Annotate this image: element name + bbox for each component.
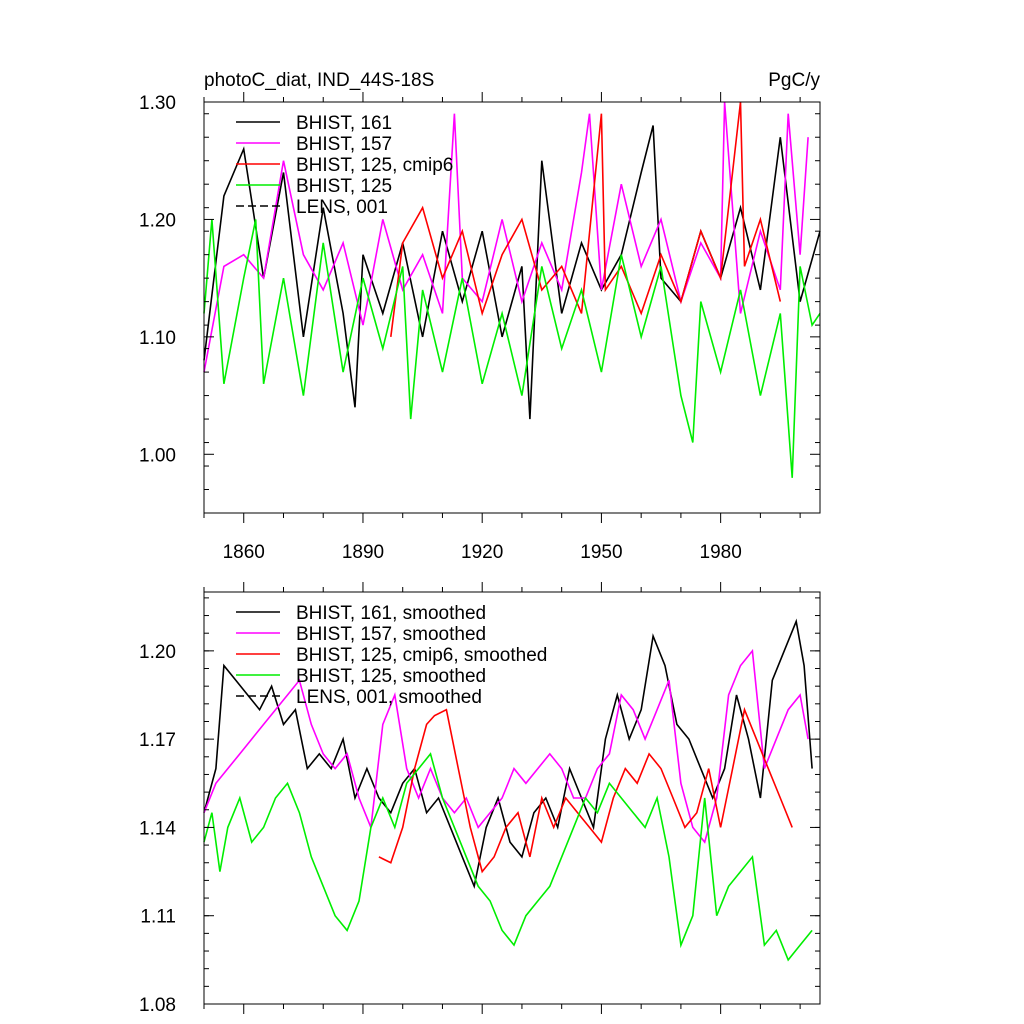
plot-frame-1	[203, 101, 821, 514]
legend-label: BHIST, 125	[296, 176, 392, 197]
series-line-1-2	[203, 101, 809, 373]
y-tick-label: 1.00	[139, 445, 176, 466]
x-tick-label: 1860	[223, 542, 265, 563]
legend-label: BHIST, 161	[296, 113, 392, 134]
bottom-panel: 1.08 1.11 1.14 1.17 1.20 BHIST, 161, smoothed…	[139, 582, 821, 1016]
y-tick-label: 1.30	[139, 93, 176, 114]
series-line-2-3	[378, 706, 793, 874]
y-tick-label: 1.20	[139, 210, 176, 231]
plot-frame-2	[203, 591, 821, 1005]
top-panel: photoC_diat, IND_44S-18S PgC/y 1.00 1.10 1…	[139, 70, 821, 563]
chart-title: photoC_diat, IND_44S-18S	[204, 70, 434, 91]
legend-label: BHIST, 125, cmip6	[296, 155, 453, 176]
y-tick-label: 1.14	[139, 818, 176, 839]
legend-label: BHIST, 157, smoothed	[296, 624, 486, 645]
series-line-2-2	[203, 648, 809, 844]
legend-label: BHIST, 125, smoothed	[296, 666, 486, 687]
y-tick-label: 1.10	[139, 328, 176, 349]
series-line-1-4	[203, 219, 821, 478]
x-tick-label: 1980	[700, 542, 742, 563]
y-tick-label: 1.08	[139, 995, 176, 1016]
units-label: PgC/y	[768, 70, 820, 91]
x-tick-label: 1920	[461, 542, 503, 563]
y-tick-label: 1.20	[139, 642, 176, 663]
legend-label: LENS, 001, smoothed	[296, 687, 482, 708]
legend-label: LENS, 001	[296, 197, 388, 218]
legend-label: BHIST, 157	[296, 134, 392, 155]
x-tick-label: 1890	[342, 542, 384, 563]
y-tick-label: 1.17	[139, 730, 176, 751]
y-tick-label: 1.11	[140, 907, 176, 928]
series-line-2-4	[203, 752, 813, 962]
legend-label: BHIST, 125, cmip6, smoothed	[296, 645, 547, 666]
series-line-2-1	[203, 618, 813, 890]
legend-label: BHIST, 161, smoothed	[296, 603, 486, 624]
x-tick-label: 1950	[580, 542, 622, 563]
series-line-1-3	[390, 101, 782, 338]
